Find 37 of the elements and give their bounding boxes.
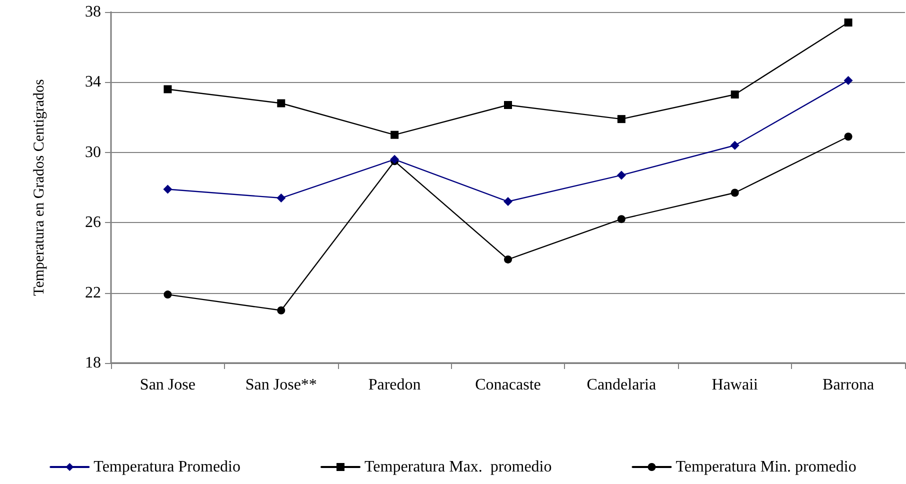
- point: [504, 197, 512, 206]
- point: [277, 99, 286, 108]
- point: [163, 184, 172, 194]
- point: [617, 215, 626, 224]
- x-tick-label: Candelaria: [586, 376, 656, 394]
- y-tick-label: 22: [85, 284, 101, 302]
- y-axis-title: Temperatura en Grados Centigrados: [32, 78, 48, 296]
- point: [730, 90, 739, 98]
- x-tick-label: Barrona: [822, 376, 874, 394]
- y-tick-label: 34: [85, 74, 101, 91]
- point: [164, 85, 172, 94]
- x-tick-label: Conacaste: [475, 376, 541, 394]
- point: [844, 132, 852, 141]
- point: [504, 101, 512, 110]
- x-tick-label: San Jose: [140, 376, 196, 394]
- point: [730, 188, 739, 197]
- point: [504, 255, 512, 264]
- point: [277, 306, 286, 314]
- point: [730, 140, 740, 150]
- legend-label: Temperatura Min. promedio: [676, 458, 856, 476]
- point: [390, 154, 400, 164]
- legend-label: Temperatura Max. promedio: [364, 458, 552, 476]
- y-tick-label: 26: [85, 214, 101, 232]
- point: [276, 194, 286, 203]
- point: [844, 76, 853, 85]
- x-tick-label: San Jose**: [245, 376, 317, 394]
- y-tick-label: 38: [85, 4, 101, 20]
- x-tick-label: Paredon: [368, 376, 421, 394]
- point: [390, 130, 399, 139]
- point: [164, 290, 172, 299]
- y-tick-label: 18: [85, 354, 101, 372]
- x-tick-label: Hawaii: [712, 376, 759, 394]
- point: [844, 18, 852, 27]
- y-tick-label: 30: [85, 144, 101, 161]
- point: [616, 170, 626, 180]
- legend-label: Temperatura Promedio: [94, 458, 240, 476]
- point: [617, 115, 626, 124]
